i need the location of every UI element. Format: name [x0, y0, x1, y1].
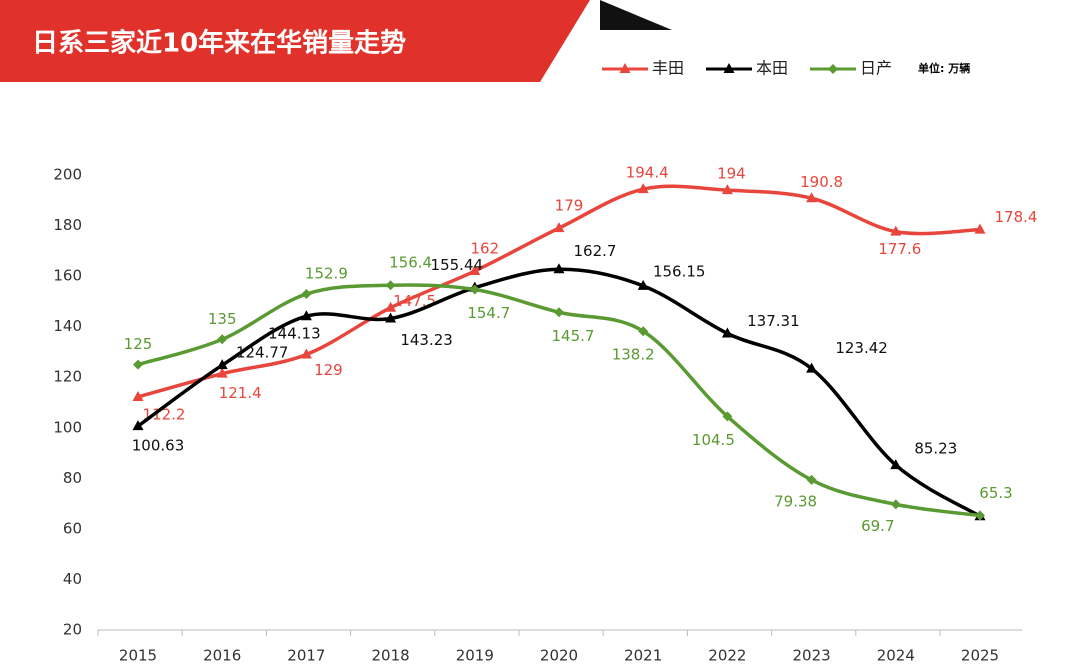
x-tick-label: 2024 [877, 647, 915, 665]
point-marker [554, 307, 564, 318]
data-label: 135 [208, 310, 237, 328]
point-marker [721, 327, 733, 338]
data-label: 124.77 [236, 344, 289, 362]
point-marker [806, 362, 818, 373]
data-label: 155.44 [431, 256, 484, 274]
data-label: 100.63 [132, 437, 185, 455]
y-tick-label: 40 [63, 570, 82, 588]
point-marker [806, 474, 817, 485]
y-tick-label: 180 [53, 216, 82, 234]
point-marker [217, 334, 228, 345]
point-marker [216, 359, 228, 370]
title-banner [0, 0, 590, 82]
data-label: 121.4 [219, 384, 262, 402]
x-tick-label: 2015 [119, 647, 157, 665]
point-marker [469, 265, 481, 276]
x-tick-label: 2021 [624, 647, 662, 665]
series-line [137, 184, 981, 399]
y-tick-label: 160 [53, 267, 82, 285]
point-marker [300, 348, 312, 359]
y-tick-label: 200 [53, 166, 82, 184]
point-marker [974, 223, 986, 234]
legend-marker [723, 63, 735, 73]
data-label: 156.15 [653, 262, 706, 280]
data-label: 104.5 [692, 431, 735, 449]
point-marker [132, 390, 144, 401]
point-marker [216, 367, 228, 378]
data-label: 154.7 [467, 304, 510, 322]
data-label: 177.6 [878, 240, 921, 258]
point-marker [385, 312, 397, 323]
point-marker [301, 289, 312, 300]
point-marker [890, 225, 902, 236]
data-label: 190.8 [800, 173, 843, 191]
chart-title: 日系三家近10年来在华销量走势 [32, 28, 406, 59]
y-tick-label: 60 [63, 519, 82, 537]
series-line [136, 267, 981, 518]
point-marker [385, 280, 396, 291]
data-label: 152.9 [305, 265, 348, 283]
x-tick-label: 2018 [372, 647, 410, 665]
data-label: 194 [717, 165, 746, 183]
data-label: 137.31 [747, 312, 800, 330]
data-label: 79.38 [774, 492, 817, 510]
data-label: 125 [124, 335, 153, 353]
point-marker [890, 499, 901, 510]
data-label: 162 [470, 240, 499, 258]
point-marker [637, 279, 649, 290]
point-marker [133, 359, 143, 370]
data-label: 129 [314, 361, 343, 379]
x-tick-label: 2023 [793, 647, 831, 665]
point-marker [637, 183, 649, 194]
point-marker [553, 263, 565, 274]
y-tick-label: 20 [63, 621, 82, 639]
decoration [600, 0, 672, 30]
legend-label: 日产 [860, 59, 892, 78]
x-tick-label: 2020 [540, 647, 578, 665]
point-marker [721, 184, 733, 195]
y-tick-label: 100 [53, 418, 82, 436]
data-label: 145.7 [552, 327, 595, 345]
data-label: 144.13 [268, 325, 321, 343]
data-label: 123.42 [835, 339, 888, 357]
data-label: 138.2 [612, 346, 655, 364]
legend-label: 丰田 [652, 59, 684, 78]
data-label: 194.4 [626, 164, 669, 182]
y-tick-label: 80 [63, 469, 82, 487]
data-label: 156.4 [389, 254, 432, 272]
data-label: 178.4 [995, 208, 1038, 226]
point-marker [385, 301, 397, 312]
data-label: 143.23 [400, 331, 453, 349]
point-marker [890, 459, 902, 470]
series-line [137, 283, 981, 518]
point-marker [638, 326, 649, 337]
point-marker [553, 222, 565, 233]
data-label: 179 [555, 197, 584, 215]
y-tick-label: 140 [53, 317, 82, 335]
data-label: 85.23 [914, 440, 957, 458]
x-tick-label: 2016 [203, 647, 241, 665]
data-label: 69.7 [861, 517, 894, 535]
point-marker [975, 510, 985, 521]
x-tick-label: 2019 [456, 647, 494, 665]
x-tick-label: 2017 [287, 647, 325, 665]
x-tick-label: 2022 [708, 647, 746, 665]
y-tick-label: 120 [53, 368, 82, 386]
data-label: 112.2 [143, 405, 186, 423]
data-label: 65.3 [979, 484, 1012, 502]
legend-label: 本田 [756, 59, 788, 78]
legend-marker [828, 64, 838, 74]
legend-marker [619, 63, 631, 73]
x-tick-label: 2025 [961, 647, 999, 665]
point-marker [806, 192, 818, 203]
point-marker [469, 284, 480, 295]
unit-note: 单位: 万辆 [918, 61, 970, 75]
point-marker [300, 310, 312, 321]
data-label: 162.7 [574, 242, 617, 260]
point-marker [132, 420, 144, 431]
point-marker [722, 411, 733, 422]
